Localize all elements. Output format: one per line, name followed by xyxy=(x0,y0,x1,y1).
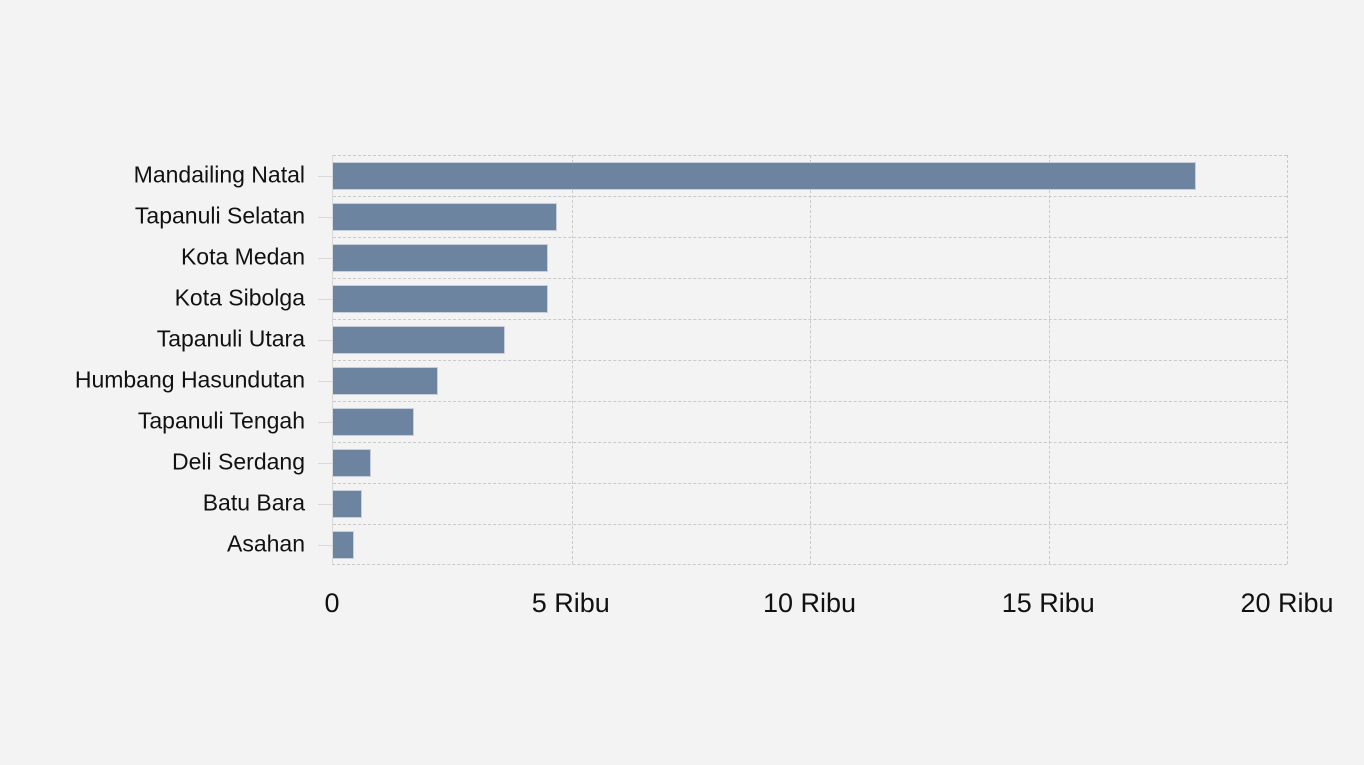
category-label: Batu Bara xyxy=(202,489,305,516)
category-label: Humbang Hasundutan xyxy=(74,366,305,393)
bar xyxy=(333,162,1197,190)
category-label: Tapanuli Tengah xyxy=(137,407,305,434)
category-label: Kota Medan xyxy=(180,243,305,270)
y-axis-tick xyxy=(318,545,332,546)
bar xyxy=(333,531,355,559)
x-axis: 0 5 Ribu 10 Ribu 15 Ribu 20 Ribu xyxy=(324,588,1333,623)
bar xyxy=(333,285,548,313)
y-axis-tick xyxy=(318,299,332,300)
category-label: Tapanuli Selatan xyxy=(134,202,305,229)
bar xyxy=(333,408,415,436)
category-label: Mandailing Natal xyxy=(133,161,305,188)
y-axis-tick xyxy=(318,381,332,382)
y-axis-tick xyxy=(318,258,332,259)
x-tick-label: 0 xyxy=(324,588,340,618)
y-axis-tick xyxy=(318,217,332,218)
bar-row: Mandailing Natal xyxy=(134,155,1287,196)
gridline-5-ribu xyxy=(571,155,573,564)
bar-row: Kota Sibolga xyxy=(175,278,1287,319)
bar-row: Deli Serdang xyxy=(172,442,1287,483)
bar xyxy=(333,326,505,354)
category-label: Asahan xyxy=(226,530,305,557)
gridline-15-ribu xyxy=(1048,155,1050,564)
x-tick-label: 5 Ribu xyxy=(531,588,610,618)
bar-row: Batu Bara xyxy=(203,483,1287,524)
category-label: Deli Serdang xyxy=(172,448,305,475)
y-axis-tick xyxy=(318,340,332,341)
bar-row: Kota Medan xyxy=(181,237,1287,278)
gridline-20-ribu xyxy=(1287,155,1288,564)
y-axis-tick xyxy=(318,463,332,464)
bar-row: Humbang Hasundutan xyxy=(75,360,1287,401)
plot-area: Mandailing Natal Tapanuli Selatan Kota M… xyxy=(75,155,1288,565)
x-tick-label: 15 Ribu xyxy=(1001,588,1095,618)
bar xyxy=(333,490,362,518)
x-tick-label: 20 Ribu xyxy=(1240,588,1334,618)
gridline-10-ribu xyxy=(810,155,811,564)
bar-row: Tapanuli Tengah xyxy=(138,401,1287,442)
category-label: Tapanuli Utara xyxy=(156,325,305,352)
y-axis-tick xyxy=(318,176,332,177)
bar xyxy=(333,367,438,395)
x-tick-label: 10 Ribu xyxy=(762,588,857,618)
bar xyxy=(333,203,558,231)
bar-row: Tapanuli Selatan xyxy=(135,196,1287,237)
bar xyxy=(333,449,372,477)
y-axis-tick xyxy=(318,504,332,505)
bar xyxy=(333,244,548,272)
bar-row: Tapanuli Utara xyxy=(157,319,1287,360)
y-axis-tick xyxy=(318,422,332,423)
category-label: Kota Sibolga xyxy=(174,284,305,311)
bar-row: Asahan xyxy=(227,524,1287,565)
